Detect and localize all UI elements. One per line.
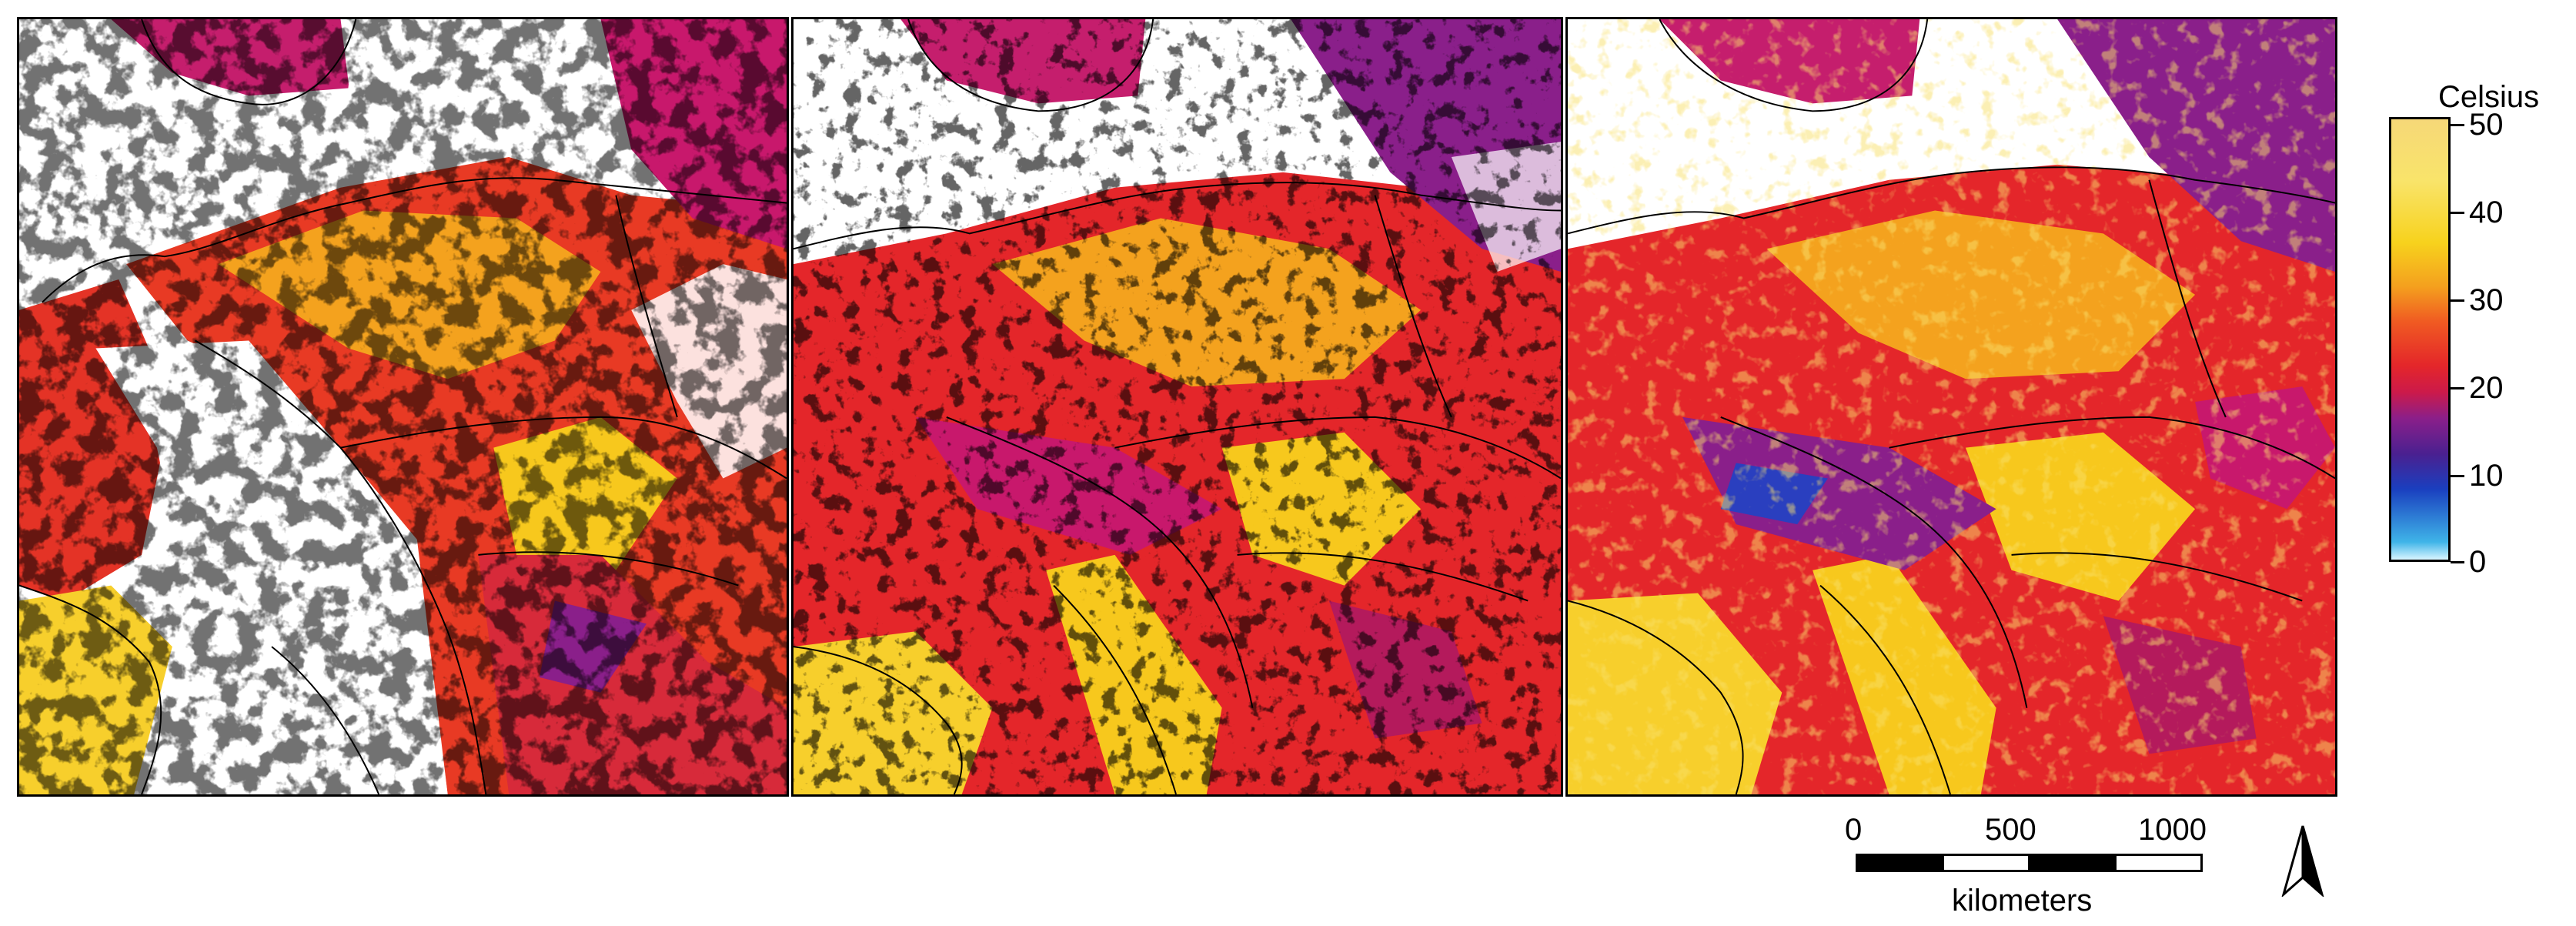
boundary-lines — [1568, 19, 2335, 794]
colorbar-tick — [2451, 124, 2464, 126]
colorbar-tick — [2451, 387, 2464, 389]
boundary-lines — [19, 19, 787, 794]
map-panel-1-svg — [19, 19, 787, 794]
scale-segment-3 — [2028, 854, 2117, 872]
boundary-lines — [794, 19, 1561, 794]
map-panel-3 — [1565, 17, 2337, 797]
cloud-mask — [19, 19, 787, 794]
colorbar-label-10: 10 — [2469, 459, 2504, 493]
scale-label-500: 500 — [1985, 813, 2036, 847]
map-panel-2 — [791, 17, 1563, 797]
colorbar-label-50: 50 — [2469, 108, 2504, 142]
map-panel-1 — [17, 17, 789, 797]
colorbar-tick — [2451, 475, 2464, 477]
colorbar-tick — [2451, 212, 2464, 214]
scale-segment-4 — [2114, 854, 2203, 872]
map-panel-2-svg — [794, 19, 1561, 794]
north-arrow-icon — [2281, 825, 2324, 897]
colorbar — [2389, 117, 2451, 562]
scale-unit-label: kilometers — [1952, 884, 2093, 918]
colorbar-tick — [2451, 299, 2464, 302]
colorbar-label-0: 0 — [2469, 545, 2487, 579]
scale-segment-2 — [1942, 854, 2030, 872]
scale-label-1000: 1000 — [2138, 813, 2207, 847]
scale-segment-1 — [1856, 854, 1944, 872]
legend-title: Celsius — [2438, 80, 2540, 114]
colorbar-label-30: 30 — [2469, 283, 2504, 317]
colorbar-label-40: 40 — [2469, 196, 2504, 229]
scale-label-0: 0 — [1845, 813, 1863, 847]
colorbar-tick — [2451, 561, 2464, 563]
texture — [1568, 19, 2335, 794]
colorbar-label-20: 20 — [2469, 371, 2504, 405]
cloud-mask — [794, 19, 1561, 794]
map-panel-3-svg — [1568, 19, 2335, 794]
